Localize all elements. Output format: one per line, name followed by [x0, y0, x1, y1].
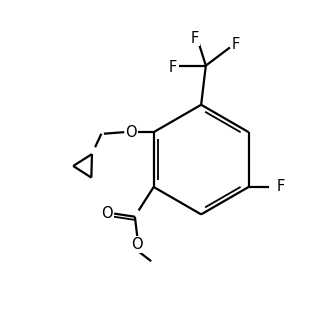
Text: O: O — [125, 125, 137, 140]
Text: O: O — [102, 206, 113, 221]
Text: F: F — [169, 60, 177, 75]
Text: O: O — [132, 237, 143, 252]
Text: F: F — [232, 37, 240, 52]
Text: F: F — [277, 179, 285, 194]
Text: F: F — [191, 31, 199, 46]
